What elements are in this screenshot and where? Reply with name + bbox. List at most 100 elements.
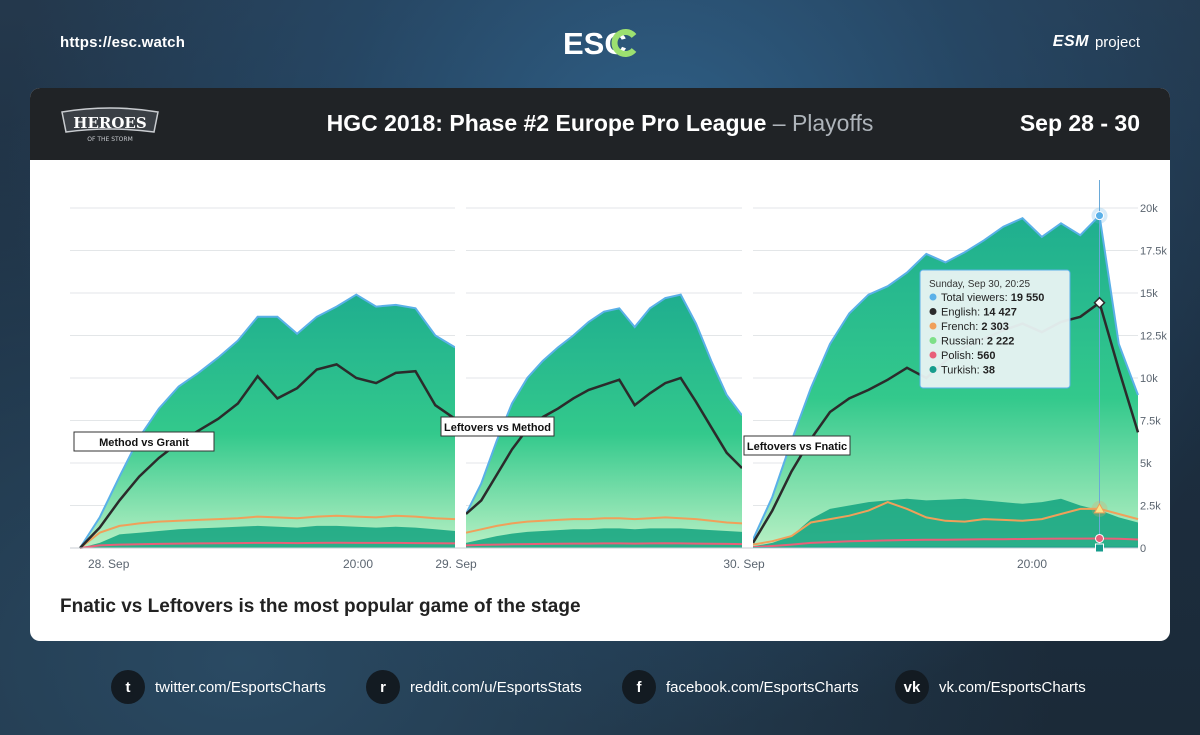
tooltip-label: Total viewers: <box>941 292 1011 304</box>
french-line <box>79 514 456 549</box>
x-tick-label: 28. Sep <box>88 557 130 571</box>
game-logo-text: HEROES <box>73 114 146 132</box>
tooltip-label: French: <box>941 321 981 333</box>
english-line <box>79 363 456 549</box>
total-line <box>752 213 1139 540</box>
day-gap-1 <box>742 200 753 548</box>
match-label-box <box>73 431 215 452</box>
tooltip-box <box>919 269 1071 389</box>
social-footer: t twitter.com/EsportsCharts r reddit.com… <box>0 670 1200 710</box>
tooltip-row: Russian: 2 222 <box>941 336 1014 348</box>
russian-area <box>753 498 1138 548</box>
viewership-chart[interactable]: 0 2.5k 5k 7.5k 10k 12.5k 15k 17.5k 20k 28. Sep 20:… <box>30 160 1170 580</box>
card-header: HEROES OF THE STORM HGC 2018: Phase #2 E… <box>30 88 1170 160</box>
french-marker <box>1093 502 1106 514</box>
tooltip-date: Sunday, Sep 30, 20:25 <box>929 279 1030 290</box>
heroes-of-the-storm-logo: HEROES OF THE STORM <box>61 107 159 143</box>
turkish-marker <box>1095 543 1104 553</box>
english-line <box>465 376 743 515</box>
english-marker <box>1093 296 1106 309</box>
polish-line <box>79 541 456 549</box>
partner-logo: ESM project <box>1053 33 1140 51</box>
segment-0 <box>79 293 456 549</box>
social-link-twitter[interactable]: t twitter.com/EsportsCharts <box>111 670 326 704</box>
y-tick-label: 5k <box>1140 458 1152 470</box>
title-sub: Playoffs <box>791 110 874 136</box>
tooltip-swatch <box>929 351 937 359</box>
french-line <box>465 516 743 534</box>
y-tick-label: 10k <box>1140 373 1158 385</box>
x-tick-label: 30. Sep <box>723 557 765 571</box>
y-tick-label: 17.5k <box>1140 246 1167 258</box>
social-link-text: reddit.com/u/EsportsStats <box>410 678 582 696</box>
tooltip-label: English: <box>941 307 983 319</box>
game-logo-sub: OF THE STORM <box>87 136 133 143</box>
tooltip-swatch <box>929 366 937 373</box>
tooltip-swatch <box>929 293 937 301</box>
vk-icon: vk <box>895 670 929 704</box>
chart-tooltip: Sunday, Sep 30, 20:25 Total viewers: 19 5… <box>919 269 1071 389</box>
facebook-icon: f <box>622 670 656 704</box>
total-line <box>465 293 743 515</box>
y-tick-label: 12.5k <box>1140 331 1167 343</box>
tooltip-label: Turkish: <box>941 365 983 377</box>
tooltip-value: 19 550 <box>1011 292 1045 304</box>
card-title: HGC 2018: Phase #2 Europe Pro League – P… <box>30 110 1170 137</box>
tooltip-row: Total viewers: 19 550 <box>941 292 1044 304</box>
day-gap-0 <box>455 200 466 548</box>
tooltip-row: French: 2 303 <box>941 321 1009 333</box>
match-label-box <box>440 416 555 437</box>
chart-caption: Fnatic vs Leftovers is the most popular … <box>60 596 581 617</box>
tooltip-value: 14 427 <box>983 307 1017 319</box>
total-area <box>80 294 455 548</box>
tooltip-value: 2 303 <box>981 321 1009 333</box>
y-tick-label: 2.5k <box>1140 501 1161 513</box>
site-url-link[interactable]: https://esc.watch <box>60 34 186 51</box>
y-tick-label: 7.5k <box>1140 416 1161 428</box>
title-separator: – <box>766 110 792 136</box>
match-label-box <box>743 435 851 456</box>
card-dates: Sep 28 - 30 <box>1019 110 1140 136</box>
social-link-vk[interactable]: vk vk.com/EsportsCharts <box>895 670 1086 704</box>
social-link-text: vk.com/EsportsCharts <box>939 678 1086 696</box>
segment-1 <box>465 293 743 548</box>
match-label: Leftovers vs Fnatic <box>747 441 847 453</box>
polish-line <box>752 537 1139 549</box>
total-area <box>466 294 742 548</box>
x-tick-label: 20:00 <box>1017 557 1047 571</box>
tooltip-value: 38 <box>983 365 995 377</box>
esc-logo-arc <box>611 29 637 57</box>
y-tick-label: 0 <box>1140 543 1146 555</box>
tooltip-label: Polish: <box>941 350 977 362</box>
tooltip-row: English: 14 427 <box>941 307 1017 319</box>
polish-line <box>465 542 743 547</box>
tooltip-value: 560 <box>977 350 995 362</box>
twitter-icon: t <box>111 670 145 704</box>
match-label: Leftovers vs Method <box>444 422 551 434</box>
social-link-text: facebook.com/EsportsCharts <box>666 678 859 696</box>
title-main: HGC 2018: Phase #2 Europe Pro League <box>326 110 767 136</box>
tooltip-swatch <box>929 322 937 330</box>
x-tick-label: 20:00 <box>343 557 373 571</box>
partner-suffix: project <box>1094 33 1140 51</box>
match-label: Method vs Granit <box>99 437 189 449</box>
y-tick-label: 15k <box>1140 288 1158 300</box>
tooltip-swatch <box>929 337 937 344</box>
french-line <box>752 501 1139 546</box>
tooltip-value: 2 222 <box>987 336 1015 348</box>
social-link-facebook[interactable]: f facebook.com/EsportsCharts <box>622 670 859 704</box>
tooltip-swatch <box>929 308 937 315</box>
tooltip-row: Turkish: 38 <box>941 365 995 377</box>
y-tick-label: 20k <box>1140 203 1158 215</box>
esc-logo: ESC <box>563 26 637 60</box>
tooltip-row: Polish: 560 <box>941 350 995 362</box>
x-tick-label: 29. Sep <box>435 557 477 571</box>
top-bar: https://esc.watch ESC ESM project <box>0 0 1200 88</box>
chart-card: HEROES OF THE STORM HGC 2018: Phase #2 E… <box>30 88 1170 641</box>
social-link-text: twitter.com/EsportsCharts <box>155 678 326 696</box>
polish-marker <box>1095 533 1104 543</box>
reddit-icon: r <box>366 670 400 704</box>
total-marker <box>1095 211 1104 221</box>
esm-logo-text: ESM <box>1052 33 1089 50</box>
social-link-reddit[interactable]: r reddit.com/u/EsportsStats <box>366 670 582 704</box>
